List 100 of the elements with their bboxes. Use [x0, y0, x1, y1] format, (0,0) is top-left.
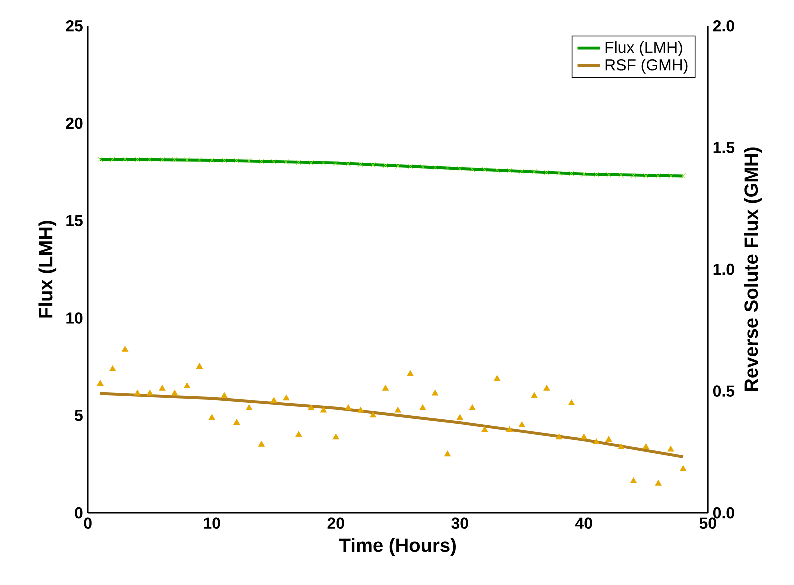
point — [296, 160, 302, 166]
point — [469, 404, 476, 410]
point — [618, 443, 625, 450]
y-tick-label: 10 — [66, 312, 83, 324]
point — [544, 170, 550, 176]
legend-label: Flux (LMH) — [606, 41, 682, 56]
point — [569, 171, 574, 176]
y2-tick-label: 0.5 — [713, 386, 735, 397]
point — [271, 159, 277, 164]
point — [283, 394, 290, 400]
x-tick-label: 50 — [700, 518, 716, 529]
point — [134, 156, 140, 162]
point — [246, 404, 253, 410]
y-tick-label: 0 — [75, 507, 83, 519]
point — [197, 157, 202, 163]
point — [556, 434, 563, 440]
point — [122, 346, 129, 352]
point — [668, 446, 674, 452]
point — [259, 158, 264, 164]
y-axis-title: Flux (LMH) — [38, 220, 57, 318]
y2-axis-title: Reverse Solute Flux (GMH) — [744, 148, 762, 391]
point — [420, 164, 426, 170]
point — [655, 480, 662, 486]
point — [345, 404, 352, 410]
point — [332, 434, 340, 440]
point — [208, 414, 216, 420]
point — [618, 172, 624, 178]
point — [656, 173, 662, 179]
x-tick-label: 0 — [84, 518, 92, 529]
x-tick-label: 20 — [328, 518, 344, 529]
x-tick-label: 40 — [576, 518, 592, 529]
point — [147, 156, 153, 162]
point — [457, 166, 463, 172]
point — [160, 157, 166, 162]
point — [382, 385, 389, 391]
point — [494, 168, 500, 174]
point — [209, 158, 215, 164]
point — [308, 160, 314, 166]
point — [668, 173, 674, 179]
point — [482, 426, 488, 432]
point — [456, 414, 464, 420]
point — [606, 172, 612, 178]
line-series — [99, 392, 685, 458]
point — [394, 406, 402, 413]
legend-label: RSF (GMH) — [606, 58, 688, 74]
point — [581, 171, 587, 177]
point — [420, 404, 426, 410]
point — [556, 170, 562, 176]
point — [482, 167, 488, 173]
point — [680, 465, 687, 472]
point — [519, 168, 525, 174]
x-tick-label: 30 — [452, 518, 468, 529]
x-axis-title: Time (Hours) — [340, 538, 456, 556]
point — [506, 426, 513, 432]
y-tick-label: 25 — [66, 20, 83, 32]
point — [432, 164, 438, 170]
point — [159, 385, 166, 391]
point — [370, 412, 377, 418]
point — [407, 370, 414, 376]
point — [110, 366, 116, 372]
point — [346, 161, 352, 167]
point — [432, 390, 439, 396]
point — [296, 431, 302, 438]
point — [544, 385, 550, 391]
point — [470, 166, 476, 172]
point — [631, 173, 636, 178]
point — [258, 441, 265, 447]
point — [444, 450, 451, 456]
point — [222, 158, 228, 164]
point — [184, 382, 191, 388]
point — [221, 392, 228, 398]
point — [172, 157, 178, 162]
point — [680, 173, 686, 179]
point — [134, 390, 141, 396]
point — [518, 422, 526, 428]
point — [531, 392, 538, 398]
point — [395, 163, 401, 169]
point — [308, 404, 315, 410]
point — [568, 400, 576, 406]
point — [110, 156, 116, 162]
point — [630, 478, 638, 484]
point — [270, 397, 278, 403]
y2-tick-label: 1.5 — [714, 142, 735, 154]
point — [408, 164, 414, 170]
point — [642, 443, 650, 450]
point — [320, 406, 327, 413]
point — [234, 419, 240, 425]
point — [643, 173, 649, 179]
point — [98, 156, 104, 162]
point — [593, 438, 600, 444]
y-tick-label: 20 — [66, 118, 83, 129]
point — [333, 160, 339, 166]
y2-tick-label: 2.0 — [713, 20, 734, 32]
point — [594, 172, 600, 178]
y-tick-label: 5 — [75, 410, 83, 422]
point — [507, 168, 512, 174]
point — [284, 159, 290, 165]
point — [172, 390, 178, 396]
y-tick-label: 15 — [66, 215, 83, 226]
point — [122, 156, 128, 162]
